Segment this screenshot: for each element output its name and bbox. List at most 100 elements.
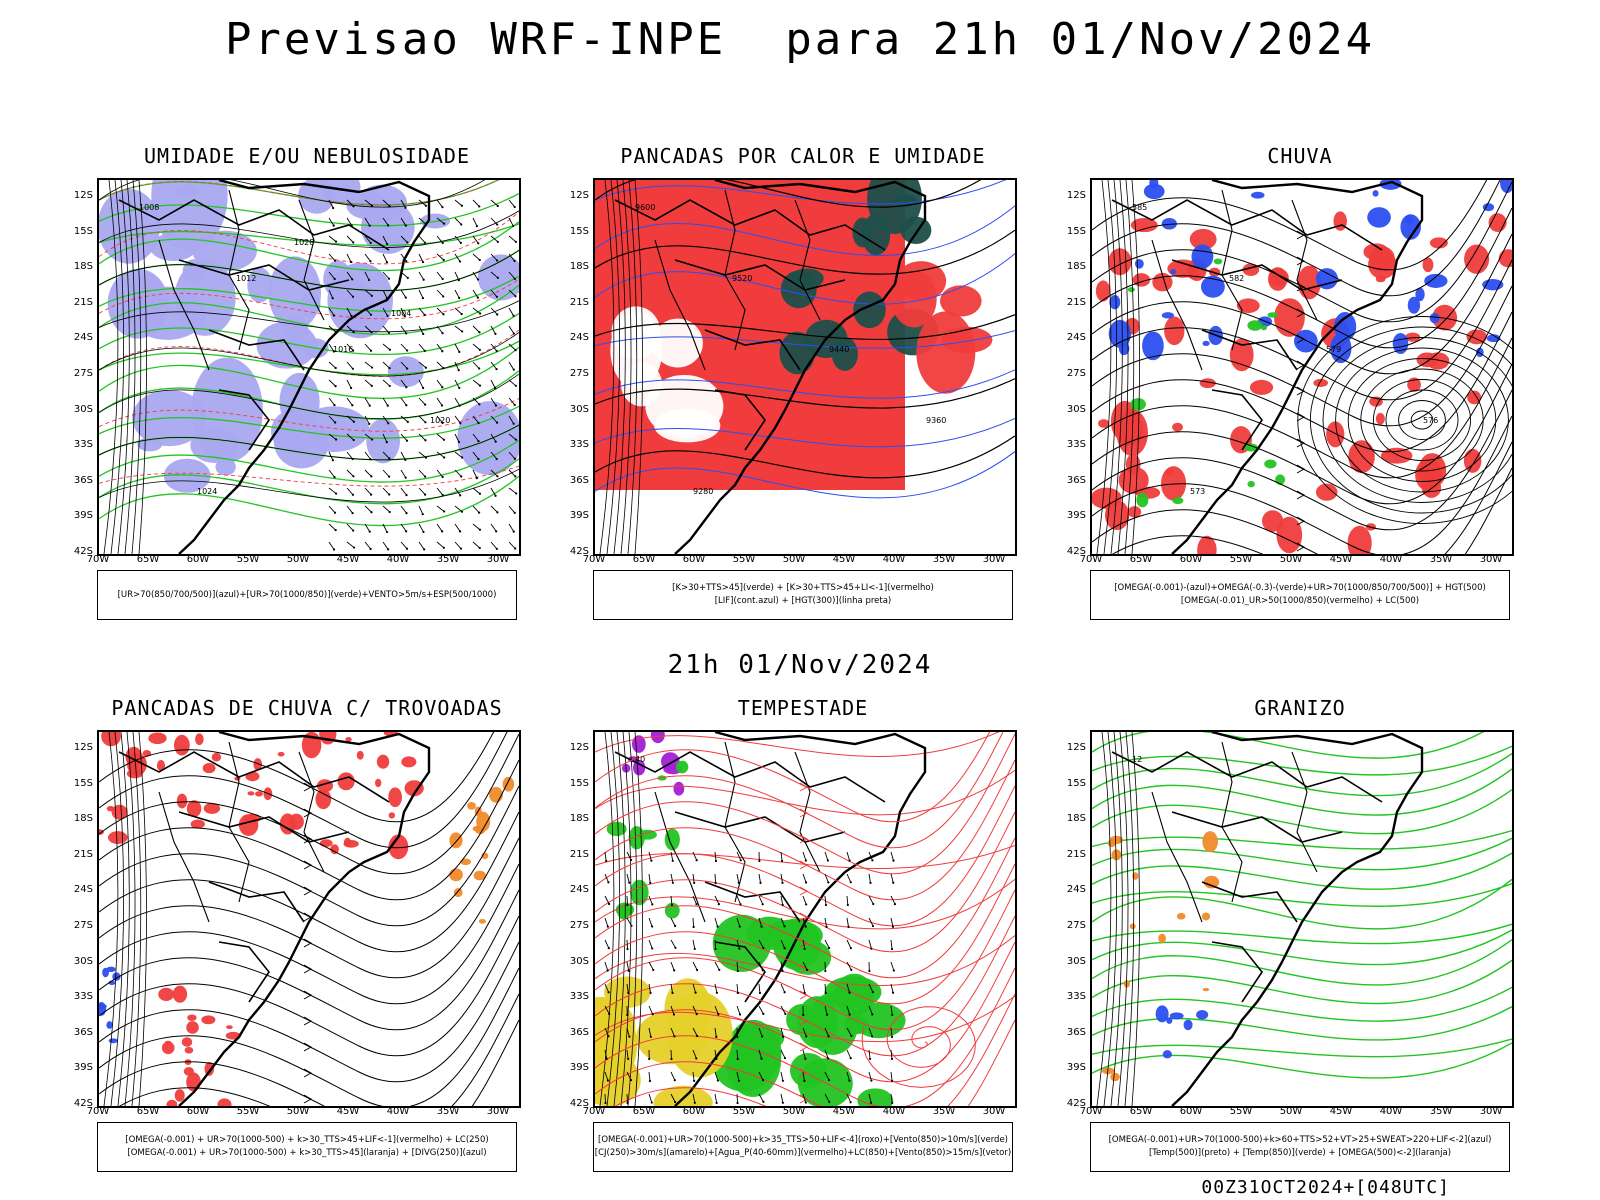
forecast-map: 9600 9520 9440 9360 9280 [593, 178, 1017, 556]
latitude-label: 15S [1066, 777, 1086, 789]
latitude-label: 42S [1066, 546, 1086, 557]
longitude-label: 70W [1079, 554, 1103, 565]
panel-title: UMIDADE E/OU NEBULOSIDADE [143, 144, 471, 168]
latitude-label: 42S [1066, 1098, 1086, 1109]
run-info-footer: 00Z31OCT2024+[048UTC] [1201, 1177, 1450, 1198]
legend-line: [OMEGA(-0.01)_UR>50(1000/850)(vermelho) … [1180, 596, 1420, 606]
longitude-label: 60W [1179, 554, 1203, 565]
hgt300-contours [595, 180, 1015, 479]
cyclone-spiral [861, 1006, 976, 1088]
latitude-label: 21S [1066, 848, 1086, 860]
thunderstorm-area [99, 732, 424, 860]
latitude-label: 12S [569, 190, 589, 201]
latitude-label: 30S [1066, 955, 1086, 967]
contour-label: 1016 [333, 345, 353, 354]
longitude-label: 40W [386, 1106, 410, 1117]
contour-label: 9440 [829, 345, 849, 354]
forecast-map: 585 582 579 576 573 [1090, 178, 1514, 556]
latitude-label: 30S [569, 955, 589, 967]
latitude-label: 12S [73, 742, 93, 753]
longitude-label: 70W [582, 1106, 606, 1117]
latitude-label: 27S [73, 368, 93, 379]
latitude-label: 39S [73, 1062, 93, 1074]
latitude-label: 33S [569, 439, 589, 451]
latitude-label: 30S [569, 403, 589, 415]
longitude-label: 35W [932, 1106, 956, 1117]
contour-labels: 1008 1012 1016 1020 1024 1028 1004 [139, 203, 450, 496]
contour-label: 582 [1229, 274, 1244, 283]
forecast-map: 1008 1012 1016 1020 1024 1028 1004 [97, 178, 521, 556]
longitude-label: 60W [186, 554, 210, 565]
latitude-label: 42S [73, 1098, 93, 1109]
latitude-label: 33S [73, 439, 93, 451]
thickness-contours [99, 180, 519, 487]
latitude-label: 15S [569, 225, 589, 237]
latitude-label: 18S [73, 813, 93, 825]
longitude-label: 50W [1279, 554, 1303, 565]
latitude-label: 27S [1066, 920, 1086, 931]
wind-vectors [328, 199, 518, 551]
latitude-label: 33S [569, 991, 589, 1003]
lc500-streamlines [1092, 180, 1512, 554]
longitude-label: 55W [236, 1106, 260, 1117]
contour-label: 1008 [139, 203, 159, 212]
longitude-label: 30W [1479, 554, 1503, 565]
latitude-label: 18S [569, 813, 589, 825]
latitude-label: 33S [1066, 439, 1086, 451]
legend-line: [OMEGA(-0.001) + UR>70(1000-500) + k>30_… [125, 1135, 489, 1145]
latitude-label: 33S [73, 991, 93, 1003]
longitude-label: 40W [1379, 554, 1403, 565]
longitude-label: 55W [732, 1106, 756, 1117]
forecast-map: 40 [593, 730, 1017, 1108]
precipitable-water-contours [595, 732, 1015, 1043]
longitude-label: 70W [86, 554, 110, 565]
panel-legend: [OMEGA(-0.001)-(azul)+OMEGA(-0.3)-(verde… [1090, 570, 1510, 620]
longitude-label: 30W [982, 554, 1006, 565]
longitude-label: 60W [186, 1106, 210, 1117]
longitude-label: 40W [882, 554, 906, 565]
longitude-label: 35W [1429, 554, 1453, 565]
latitude-label: 12S [569, 742, 589, 753]
longitude-label: 60W [682, 554, 706, 565]
main-title: Previsao WRF-INPE para 21h 01/Nov/2024 [224, 14, 1376, 65]
latitude-label: 39S [569, 1062, 589, 1074]
contour-label: 9360 [926, 416, 946, 425]
latitude-label: 12S [1066, 742, 1086, 753]
offshore-instability [891, 261, 993, 394]
longitude-label: 50W [286, 554, 310, 565]
lifted-index-contours [595, 180, 1015, 499]
latitude-label: 24S [569, 332, 589, 344]
legend-line: [Temp(500)](preto) + [Temp(850)](verde) … [1148, 1148, 1452, 1158]
latitude-label: 15S [569, 777, 589, 789]
latitude-label: 24S [1066, 884, 1086, 896]
latitude-label: 21S [73, 848, 93, 860]
contour-label: 1028 [294, 238, 314, 247]
contour-label: 1024 [197, 487, 217, 496]
latitude-label: 21S [569, 848, 589, 860]
omega-03-area [1127, 258, 1286, 508]
latitude-label: 21S [569, 296, 589, 308]
contour-label: 585 [1132, 203, 1147, 212]
contour-labels: 9600 9520 9440 9360 9280 [635, 203, 946, 496]
longitude-label: 35W [436, 554, 460, 565]
longitude-label: 40W [882, 1106, 906, 1117]
longitude-label: 45W [336, 554, 360, 565]
panel-legend: [OMEGA(-0.001)+UR>70(1000-500)+k>35_TTS>… [593, 1122, 1013, 1172]
panel-legend: [OMEGA(-0.001)+UR>70(1000-500)+k>60+TTS>… [1090, 1122, 1510, 1172]
longitude-label: 35W [932, 554, 956, 565]
humidity-850-500-fill [99, 180, 519, 493]
panel-title: CHUVA [1267, 144, 1333, 168]
longitude-label: 65W [136, 554, 160, 565]
contour-label: 579 [1326, 345, 1341, 354]
latitude-label: 36S [73, 474, 93, 486]
contour-label: 12 [1132, 755, 1142, 764]
latitude-label: 36S [1066, 474, 1086, 486]
latitude-label: 12S [1066, 190, 1086, 201]
longitude-label: 70W [1079, 1106, 1103, 1117]
contour-label: 40 [635, 755, 645, 764]
latitude-label: 12S [73, 190, 93, 201]
longitude-label: 40W [386, 554, 410, 565]
longitude-label: 55W [732, 554, 756, 565]
legend-line: [K>30+TTS>45](verde) + [K>30+TTS>45+LI<-… [672, 583, 934, 593]
longitude-label: 50W [1279, 1106, 1303, 1117]
